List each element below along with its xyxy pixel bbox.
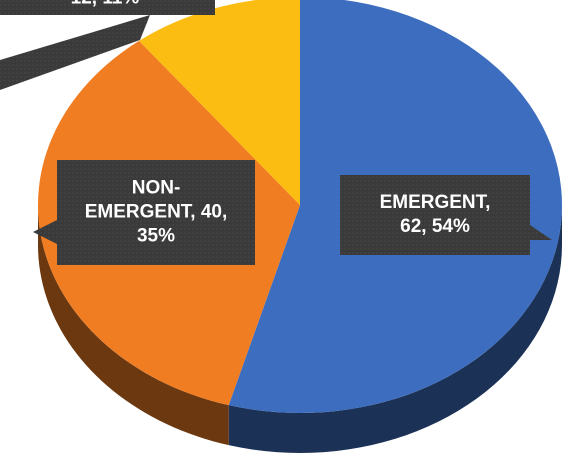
slice-side bbox=[228, 205, 562, 453]
labels: EMERGENT,62, 54% NON-EMERGENT, 40,35% 12, … bbox=[0, 0, 552, 265]
label-pointer bbox=[33, 220, 57, 244]
label-box bbox=[340, 175, 530, 255]
label-box bbox=[0, 0, 215, 15]
slice bbox=[139, 0, 300, 205]
label-text: NON-EMERGENT, 40, 35% bbox=[85, 178, 228, 247]
label-text: EMERGENT, 62, 54% bbox=[380, 192, 491, 237]
data-label: NON-EMERGENT, 40, 35% bbox=[33, 160, 255, 265]
label-pointer bbox=[0, 15, 150, 90]
data-label: 12, 11% bbox=[0, 0, 215, 90]
label-text: 12, 11% bbox=[71, 0, 140, 9]
slice-side bbox=[38, 205, 229, 446]
label-box bbox=[57, 160, 255, 265]
data-label: EMERGENT, 62, 54% bbox=[340, 175, 552, 255]
label-pointer bbox=[530, 225, 552, 240]
